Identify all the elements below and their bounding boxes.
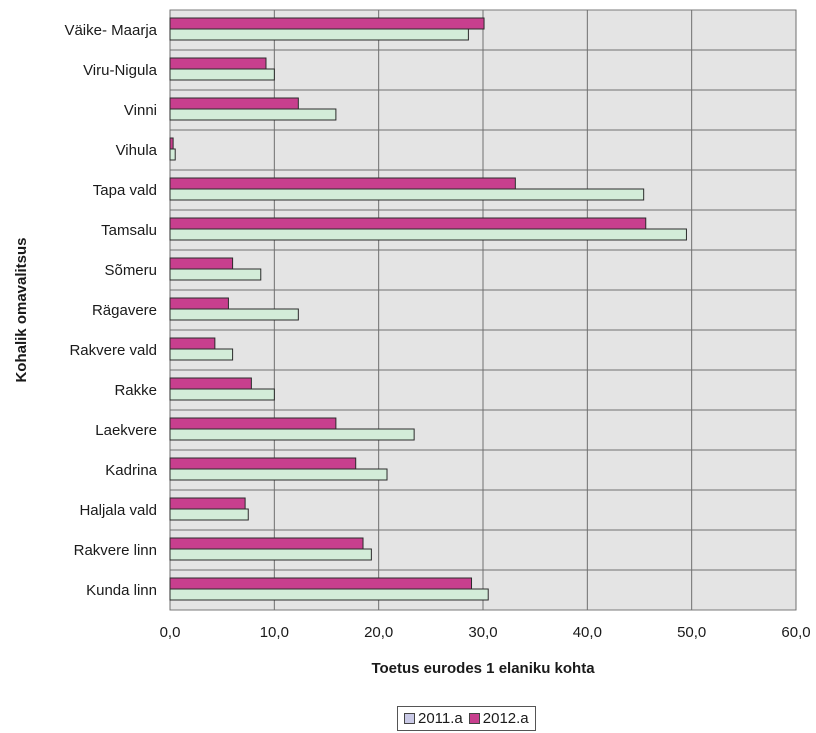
y-tick-label: Tamsalu: [101, 222, 157, 239]
bar-2011: [169, 468, 388, 481]
bar-2012: [169, 57, 267, 70]
y-tick-label: Haljala vald: [79, 502, 157, 519]
y-tick-label: Sõmeru: [104, 262, 157, 279]
x-tick-label: 60,0: [781, 624, 810, 641]
x-tick-label: 30,0: [468, 624, 497, 641]
bar-2012: [169, 337, 216, 350]
y-axis-title: Kohalik omavalitsus: [13, 237, 30, 382]
bar-2012: [169, 257, 234, 270]
y-tick-label: Laekvere: [95, 422, 157, 439]
bar-2012: [169, 97, 299, 110]
bar-2012: [169, 537, 364, 550]
bar-2011: [169, 348, 234, 361]
bar-chart: Väike- Maarja Viru-Nigula Vinni Vihula Tapa …: [13, 9, 811, 677]
legend-label-2012: 2012.a: [482, 710, 529, 727]
bar-2011: [169, 308, 299, 321]
x-tick-labels: 0,0 10,0 20,0 30,0 40,0 50,0 60,0: [160, 624, 811, 641]
bar-2011: [169, 388, 275, 401]
x-tick-label: 0,0: [160, 624, 181, 641]
bar-2011: [169, 108, 337, 121]
bar-2011: [169, 68, 275, 81]
bar-2011: [169, 148, 176, 161]
y-tick-label: Tapa vald: [93, 182, 157, 199]
y-tick-labels: Väike- Maarja Viru-Nigula Vinni Vihula Tapa …: [64, 22, 157, 599]
bar-2011: [169, 428, 415, 441]
y-tick-label: Rakke: [114, 382, 157, 399]
legend-swatch-2011: [404, 713, 415, 724]
bar-2011: [169, 228, 687, 241]
bar-2011: [169, 28, 469, 41]
bar-2011: [169, 268, 262, 281]
x-tick-label: 40,0: [573, 624, 602, 641]
bar-2012: [169, 177, 516, 190]
bar-2011: [169, 188, 645, 201]
legend-item-2012: 2012.a: [468, 710, 529, 727]
legend-swatch-2012: [468, 713, 480, 724]
legend-label-2011: 2011.a: [418, 710, 463, 727]
bar-2011: [169, 548, 372, 561]
bar-2011: [169, 588, 489, 601]
y-tick-label: Rägavere: [92, 302, 157, 319]
bar-2012: [169, 377, 252, 390]
bars-group: [169, 17, 687, 601]
y-tick-label: Vihula: [116, 142, 158, 159]
y-tick-label: Kunda linn: [86, 582, 157, 599]
bar-2012: [169, 417, 337, 430]
legend-item-2011: 2011.a: [404, 710, 463, 727]
bar-2012: [169, 17, 485, 30]
y-tick-label: Kadrina: [105, 462, 157, 479]
legend: 2011.a 2012.a: [397, 706, 536, 731]
y-tick-label: Rakvere linn: [74, 542, 157, 559]
x-axis-title: Toetus eurodes 1 elaniku kohta: [371, 660, 595, 677]
x-tick-label: 20,0: [364, 624, 393, 641]
bar-2012: [169, 297, 229, 310]
y-tick-label: Vinni: [124, 102, 157, 119]
x-tick-label: 50,0: [677, 624, 706, 641]
y-tick-label: Väike- Maarja: [64, 22, 157, 39]
y-tick-label: Viru-Nigula: [83, 62, 158, 79]
bar-2012: [169, 137, 174, 150]
bar-2012: [169, 577, 473, 590]
bar-2012: [169, 497, 246, 510]
x-tick-label: 10,0: [260, 624, 289, 641]
bar-2011: [169, 508, 249, 521]
y-tick-label: Rakvere vald: [69, 342, 157, 359]
bar-2012: [169, 217, 647, 230]
bar-2012: [169, 457, 357, 470]
